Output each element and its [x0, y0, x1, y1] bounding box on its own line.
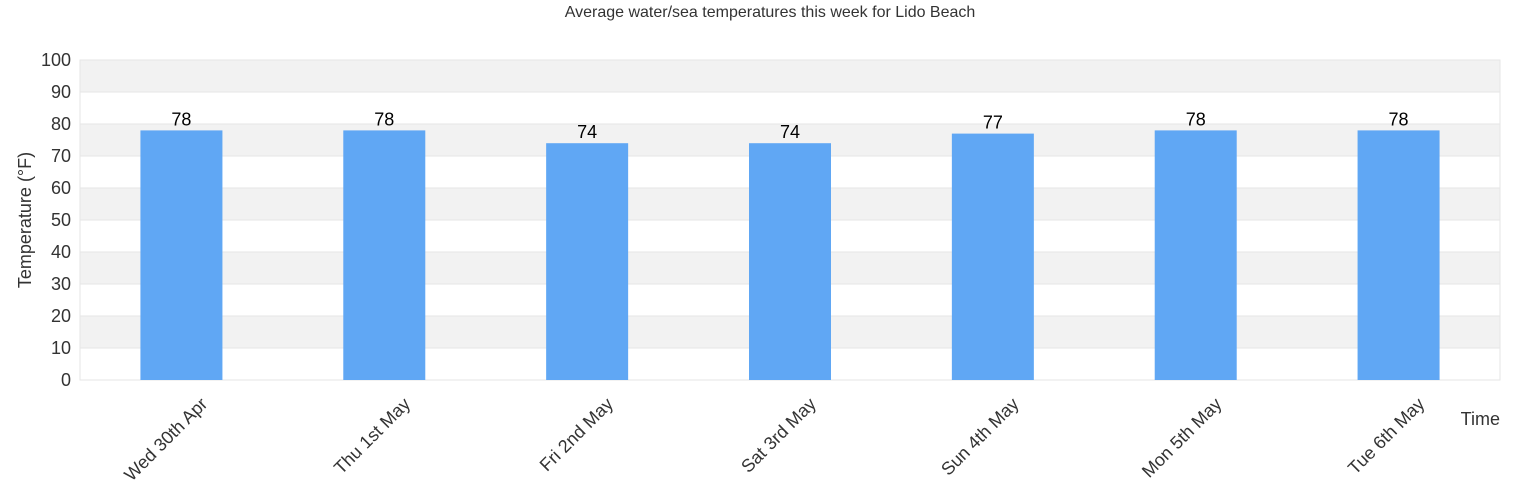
- bar: [140, 130, 223, 380]
- x-axis-ticks: Wed 30th Apr Thu 1st May Fri 2nd May Sat 3r…: [120, 394, 1428, 485]
- bar: [546, 143, 629, 380]
- bar: [1154, 130, 1237, 380]
- data-label: 74: [577, 122, 597, 142]
- x-tick-label: Sun 4th May: [937, 394, 1023, 480]
- y-tick-label: 100: [41, 50, 71, 70]
- x-tick-label: Mon 5th May: [1138, 394, 1226, 482]
- data-label: 77: [983, 113, 1003, 133]
- x-tick-label: Tue 6th May: [1344, 394, 1428, 478]
- y-axis-title: Temperature (°F): [15, 152, 35, 288]
- x-tick-label: Thu 1st May: [330, 394, 414, 478]
- bar: [1357, 130, 1440, 380]
- data-label: 78: [374, 109, 394, 129]
- x-axis-title: Time: [1461, 409, 1500, 429]
- y-tick-label: 20: [51, 306, 71, 326]
- y-tick-label: 40: [51, 242, 71, 262]
- y-axis-ticks: 0 10 20 30 40 50 60 70 80 90 100: [41, 50, 71, 390]
- data-labels: 78 78 74 74 77 78 78: [171, 109, 1408, 142]
- bars: [140, 130, 1440, 380]
- x-tick-label: Fri 2nd May: [536, 394, 617, 475]
- y-tick-label: 90: [51, 82, 71, 102]
- bar: [749, 143, 831, 380]
- x-tick-label: Sat 3rd May: [737, 394, 820, 477]
- x-tick-label: Wed 30th Apr: [120, 394, 211, 485]
- plot-band: [80, 92, 1500, 124]
- y-tick-label: 80: [51, 114, 71, 134]
- y-tick-label: 70: [51, 146, 71, 166]
- bar: [343, 130, 426, 380]
- data-label: 78: [1389, 109, 1409, 129]
- y-tick-label: 10: [51, 338, 71, 358]
- y-tick-label: 30: [51, 274, 71, 294]
- y-tick-label: 50: [51, 210, 71, 230]
- data-label: 78: [171, 109, 191, 129]
- y-tick-label: 0: [61, 370, 71, 390]
- data-label: 78: [1186, 109, 1206, 129]
- y-tick-label: 60: [51, 178, 71, 198]
- chart-title: Average water/sea temperatures this week…: [565, 4, 976, 21]
- bar: [951, 133, 1034, 380]
- plot-band: [80, 60, 1500, 92]
- data-label: 74: [780, 122, 800, 142]
